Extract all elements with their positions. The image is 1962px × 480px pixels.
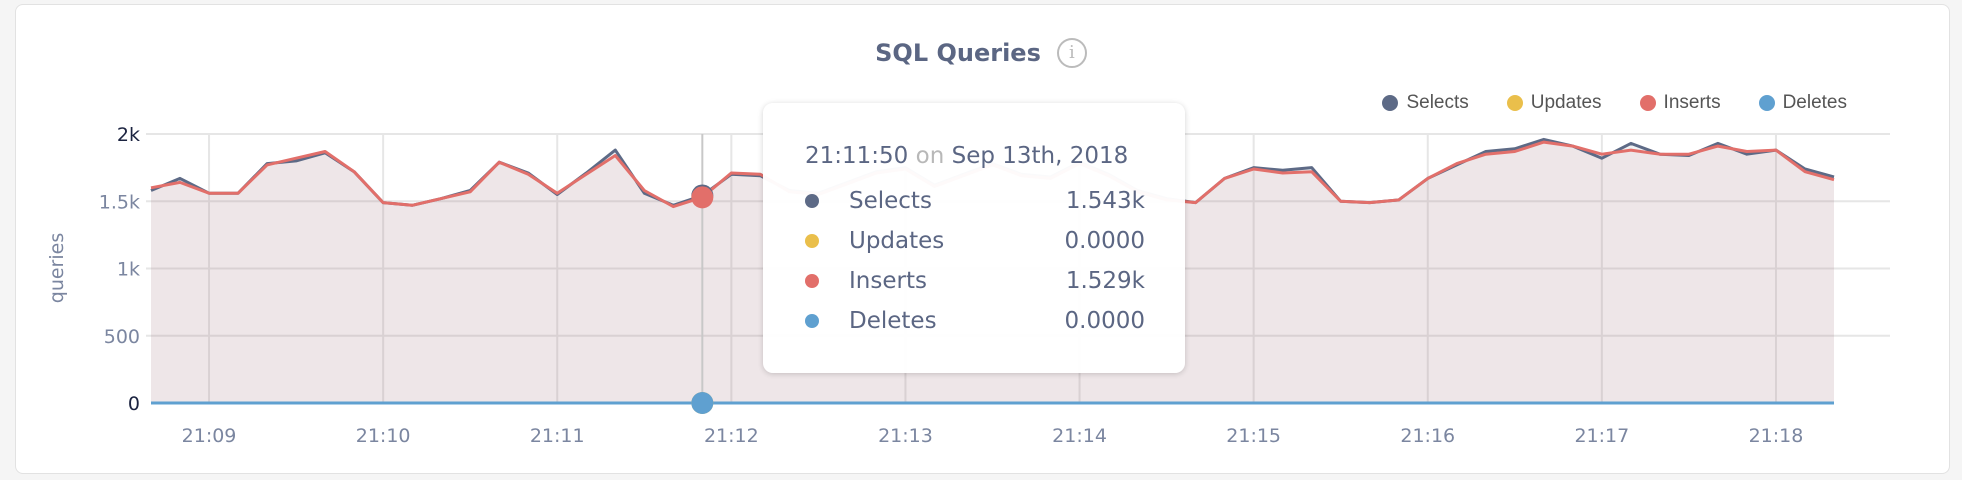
chart-title: SQL Queries [875,39,1041,67]
tooltip-on: on [915,143,945,169]
tooltip-value: 0.0000 [1064,228,1145,254]
legend: Selects Updates Inserts Deletes [1382,92,1847,114]
y-axis-label: queries [46,233,68,303]
legend-item-selects[interactable]: Selects [1382,92,1469,114]
legend-label: Deletes [1782,92,1847,113]
x-tick-label: 21:10 [356,425,411,447]
tooltip-row-updates: Updates 0.0000 [805,221,1145,261]
y-tick-label: 0 [128,393,140,415]
tooltip-value: 1.543k [1065,188,1145,214]
hover-marker-inserts [691,186,714,209]
x-tick-label: 21:11 [530,425,585,447]
dot-icon [805,274,819,288]
legend-dot-icon [1382,95,1399,111]
legend-label: Selects [1406,92,1469,113]
tooltip-label: Inserts [849,268,927,294]
y-tick-label: 1.5k [99,191,140,213]
tooltip-value: 0.0000 [1064,308,1145,334]
tooltip-value: 1.529k [1065,268,1145,294]
dot-icon [805,314,819,328]
dot-icon [805,194,819,208]
y-tick-label: 500 [104,326,140,348]
legend-label: Updates [1530,92,1602,113]
hover-markers [691,184,714,414]
legend-dot-icon [1758,95,1775,111]
x-tick-label: 21:17 [1574,425,1629,447]
legend-label: Inserts [1663,92,1721,113]
legend-item-updates[interactable]: Updates [1506,92,1602,114]
dot-icon [805,234,819,248]
tooltip-row-inserts: Inserts 1.529k [805,261,1145,301]
x-tick-label: 21:15 [1226,425,1281,447]
x-tick-label: 21:13 [878,425,933,447]
chart-title-row: SQL Queries i [0,38,1962,68]
tooltip-row-selects: Selects 1.543k [805,181,1145,221]
x-tick-label: 21:16 [1400,425,1455,447]
x-axis-ticks: 21:09 21:10 21:11 21:12 21:13 21:14 21:15 21:16… [182,425,1804,447]
y-axis-ticks: 0 500 1k 1.5k 2k [99,124,140,415]
info-circle-icon[interactable]: i [1056,38,1087,68]
legend-item-inserts[interactable]: Inserts [1639,92,1721,114]
x-tick-label: 21:12 [704,425,759,447]
tooltip-label: Updates [849,228,945,254]
tooltip-row-deletes: Deletes 0.0000 [805,301,1145,341]
hover-marker-deletes [691,392,714,414]
y-tick-label: 1k [117,259,140,281]
x-tick-label: 21:14 [1052,425,1107,447]
tooltip-time: 21:11:50 [805,143,909,169]
tooltip-label: Selects [849,188,932,214]
x-tick-label: 21:09 [182,425,237,447]
tooltip-header: 21:11:50 on Sep 13th, 2018 [805,143,1145,169]
tooltip-date: Sep 13th, 2018 [951,143,1129,169]
x-tick-label: 21:18 [1749,425,1804,447]
legend-dot-icon [1639,95,1656,111]
legend-item-deletes[interactable]: Deletes [1758,92,1847,114]
y-tick-label: 2k [117,124,140,146]
legend-dot-icon [1506,95,1523,111]
tooltip: 21:11:50 on Sep 13th, 2018 Selects 1.543k… [763,103,1185,373]
tooltip-label: Deletes [849,308,937,334]
